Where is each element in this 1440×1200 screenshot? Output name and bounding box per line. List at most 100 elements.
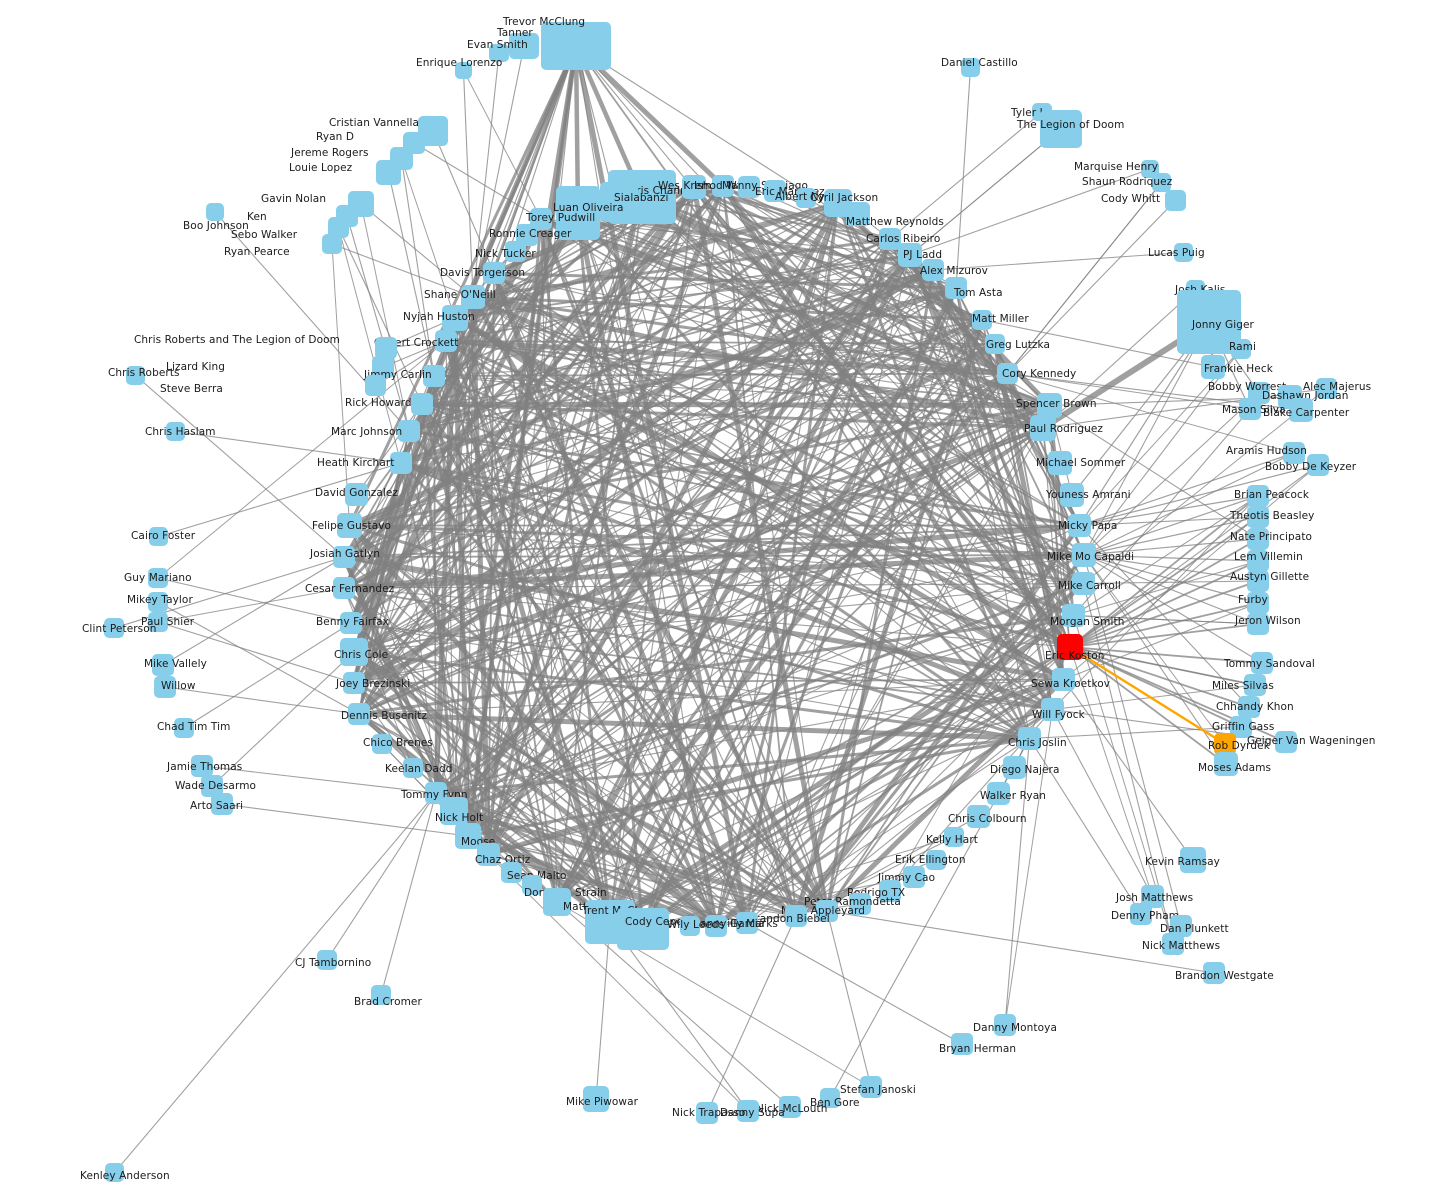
graph-node[interactable] <box>411 393 433 415</box>
graph-node[interactable] <box>541 22 611 70</box>
graph-node[interactable] <box>849 893 871 915</box>
graph-node[interactable] <box>680 916 700 936</box>
graph-node[interactable] <box>985 334 1005 354</box>
graph-node[interactable] <box>736 912 758 934</box>
graph-node[interactable] <box>201 775 223 797</box>
graph-node[interactable] <box>1289 398 1313 422</box>
graph-node[interactable] <box>1251 652 1273 674</box>
graph-node[interactable] <box>1230 716 1252 738</box>
graph-node[interactable] <box>1238 696 1260 718</box>
graph-node[interactable] <box>423 365 445 387</box>
graph-node[interactable] <box>340 612 362 634</box>
graph-node[interactable] <box>1174 243 1193 262</box>
graph-node[interactable] <box>516 224 538 246</box>
graph-node[interactable] <box>1037 393 1062 418</box>
graph-node[interactable] <box>945 277 967 299</box>
graph-node[interactable] <box>1247 550 1269 572</box>
graph-node[interactable] <box>1052 668 1075 691</box>
graph-node[interactable] <box>483 262 505 284</box>
graph-node[interactable] <box>816 900 838 922</box>
graph-node[interactable] <box>1141 885 1164 908</box>
graph-node[interactable] <box>343 672 365 694</box>
graph-node[interactable] <box>987 782 1010 805</box>
graph-node[interactable] <box>682 175 706 199</box>
graph-node[interactable] <box>375 337 397 359</box>
graph-node[interactable] <box>951 1033 973 1055</box>
graph-node[interactable] <box>440 797 468 825</box>
graph-node[interactable] <box>1316 378 1337 399</box>
graph-node[interactable] <box>455 62 472 79</box>
graph-node[interactable] <box>340 638 368 666</box>
graph-node[interactable] <box>764 180 786 202</box>
graph-node[interactable] <box>1048 451 1072 475</box>
graph-node[interactable] <box>191 755 213 777</box>
graph-node[interactable] <box>152 654 174 676</box>
graph-node[interactable] <box>105 1163 124 1182</box>
graph-node[interactable] <box>455 823 481 849</box>
graph-node[interactable] <box>705 915 727 937</box>
graph-node[interactable] <box>903 866 925 888</box>
graph-node[interactable] <box>1060 483 1084 507</box>
graph-node[interactable] <box>206 203 224 221</box>
graph-node[interactable] <box>1203 962 1225 984</box>
graph-node[interactable] <box>543 888 571 916</box>
graph-node[interactable] <box>1275 731 1297 753</box>
graph-node[interactable] <box>148 568 168 588</box>
graph-node[interactable] <box>1247 613 1269 635</box>
graph-node[interactable] <box>1018 727 1041 750</box>
graph-node[interactable] <box>879 228 901 250</box>
graph-node[interactable] <box>922 259 944 281</box>
graph-node[interactable] <box>174 718 194 738</box>
graph-node[interactable] <box>371 985 391 1005</box>
graph-node[interactable] <box>1068 514 1091 537</box>
graph-node[interactable] <box>1162 933 1184 955</box>
graph-node[interactable] <box>820 1088 840 1108</box>
graph-node[interactable] <box>328 217 349 238</box>
graph-node[interactable] <box>961 58 980 77</box>
graph-node[interactable] <box>1247 528 1269 550</box>
graph-node[interactable] <box>372 734 392 754</box>
graph-node[interactable] <box>166 422 185 441</box>
graph-node[interactable] <box>994 1014 1016 1036</box>
graph-node[interactable] <box>1239 398 1261 420</box>
graph-node[interactable] <box>333 577 355 599</box>
graph-node[interactable] <box>785 905 807 927</box>
graph-node[interactable] <box>126 366 145 385</box>
graph-node[interactable] <box>522 875 542 895</box>
graph-node[interactable] <box>149 527 168 546</box>
graph-node[interactable] <box>696 1102 718 1124</box>
graph-node[interactable] <box>442 305 468 331</box>
graph-node[interactable] <box>1170 915 1192 937</box>
graph-node[interactable] <box>1214 752 1238 776</box>
graph-node[interactable] <box>211 793 233 815</box>
graph-node[interactable] <box>556 186 600 240</box>
graph-node[interactable] <box>737 1100 759 1122</box>
graph-node[interactable] <box>860 1076 882 1098</box>
graph-node[interactable] <box>333 546 355 568</box>
graph-node[interactable] <box>997 363 1018 384</box>
graph-node[interactable] <box>148 592 168 612</box>
graph-node[interactable] <box>1244 674 1266 696</box>
graph-node[interactable] <box>403 758 423 778</box>
graph-node[interactable] <box>390 452 412 474</box>
graph-node[interactable] <box>322 234 342 254</box>
graph-node[interactable] <box>154 676 176 698</box>
graph-node[interactable] <box>1307 454 1329 476</box>
graph-node[interactable] <box>1003 756 1026 779</box>
graph-node[interactable] <box>1180 847 1206 873</box>
graph-node[interactable] <box>944 827 964 847</box>
graph-node[interactable] <box>1283 442 1305 464</box>
graph-node[interactable] <box>600 182 638 222</box>
graph-node[interactable] <box>376 160 401 185</box>
graph-node[interactable] <box>1165 190 1186 211</box>
graph-node[interactable] <box>345 483 368 506</box>
graph-node[interactable] <box>712 175 734 197</box>
graph-node[interactable] <box>348 703 370 725</box>
graph-node[interactable] <box>967 805 990 828</box>
graph-node[interactable] <box>583 1086 609 1112</box>
graph-node[interactable] <box>972 310 992 330</box>
graph-node[interactable] <box>1057 634 1083 660</box>
graph-node[interactable] <box>435 330 457 352</box>
graph-node[interactable] <box>372 356 394 378</box>
